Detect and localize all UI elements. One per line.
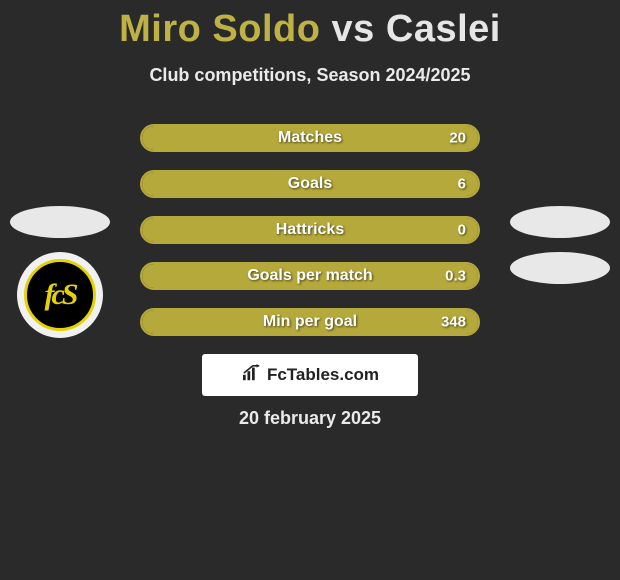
club-badge-inner: fcS [24,259,96,331]
stat-label: Matches [142,129,478,147]
player1-club-badge: fcS [17,252,103,338]
snapshot-date: 20 february 2025 [0,408,620,429]
brand-text: FcTables.com [267,365,379,385]
stat-label: Min per goal [142,313,478,331]
brand-badge: FcTables.com [202,354,418,396]
stat-bars: Matches 20 Goals 6 Hattricks 0 Goals per… [140,124,480,336]
left-player-column: fcS [10,206,110,338]
subtitle: Club competitions, Season 2024/2025 [0,65,620,86]
player1-name: Miro Soldo [119,8,320,50]
vs-label: vs [332,8,375,50]
stat-bar-matches: Matches 20 [140,124,480,152]
stat-bar-min-per-goal: Min per goal 348 [140,308,480,336]
stat-bar-hattricks: Hattricks 0 [140,216,480,244]
stat-value: 0.3 [445,268,466,285]
stat-label: Goals per match [142,267,478,285]
player1-avatar-placeholder [10,206,110,238]
stat-label: Hattricks [142,221,478,239]
stat-value: 348 [441,314,466,331]
comparison-title: Miro Soldo vs Caslei [0,0,620,51]
stat-value: 6 [458,176,466,193]
chart-icon [241,364,263,387]
stat-bar-goals: Goals 6 [140,170,480,198]
stat-value: 0 [458,222,466,239]
player2-avatar-placeholder [510,206,610,238]
club-badge-text: fcS [45,278,76,312]
stat-value: 20 [449,130,466,147]
stat-bar-goals-per-match: Goals per match 0.3 [140,262,480,290]
player2-club-placeholder [510,252,610,284]
right-player-column [510,206,610,284]
player2-name: Caslei [386,8,501,50]
stat-label: Goals [142,175,478,193]
